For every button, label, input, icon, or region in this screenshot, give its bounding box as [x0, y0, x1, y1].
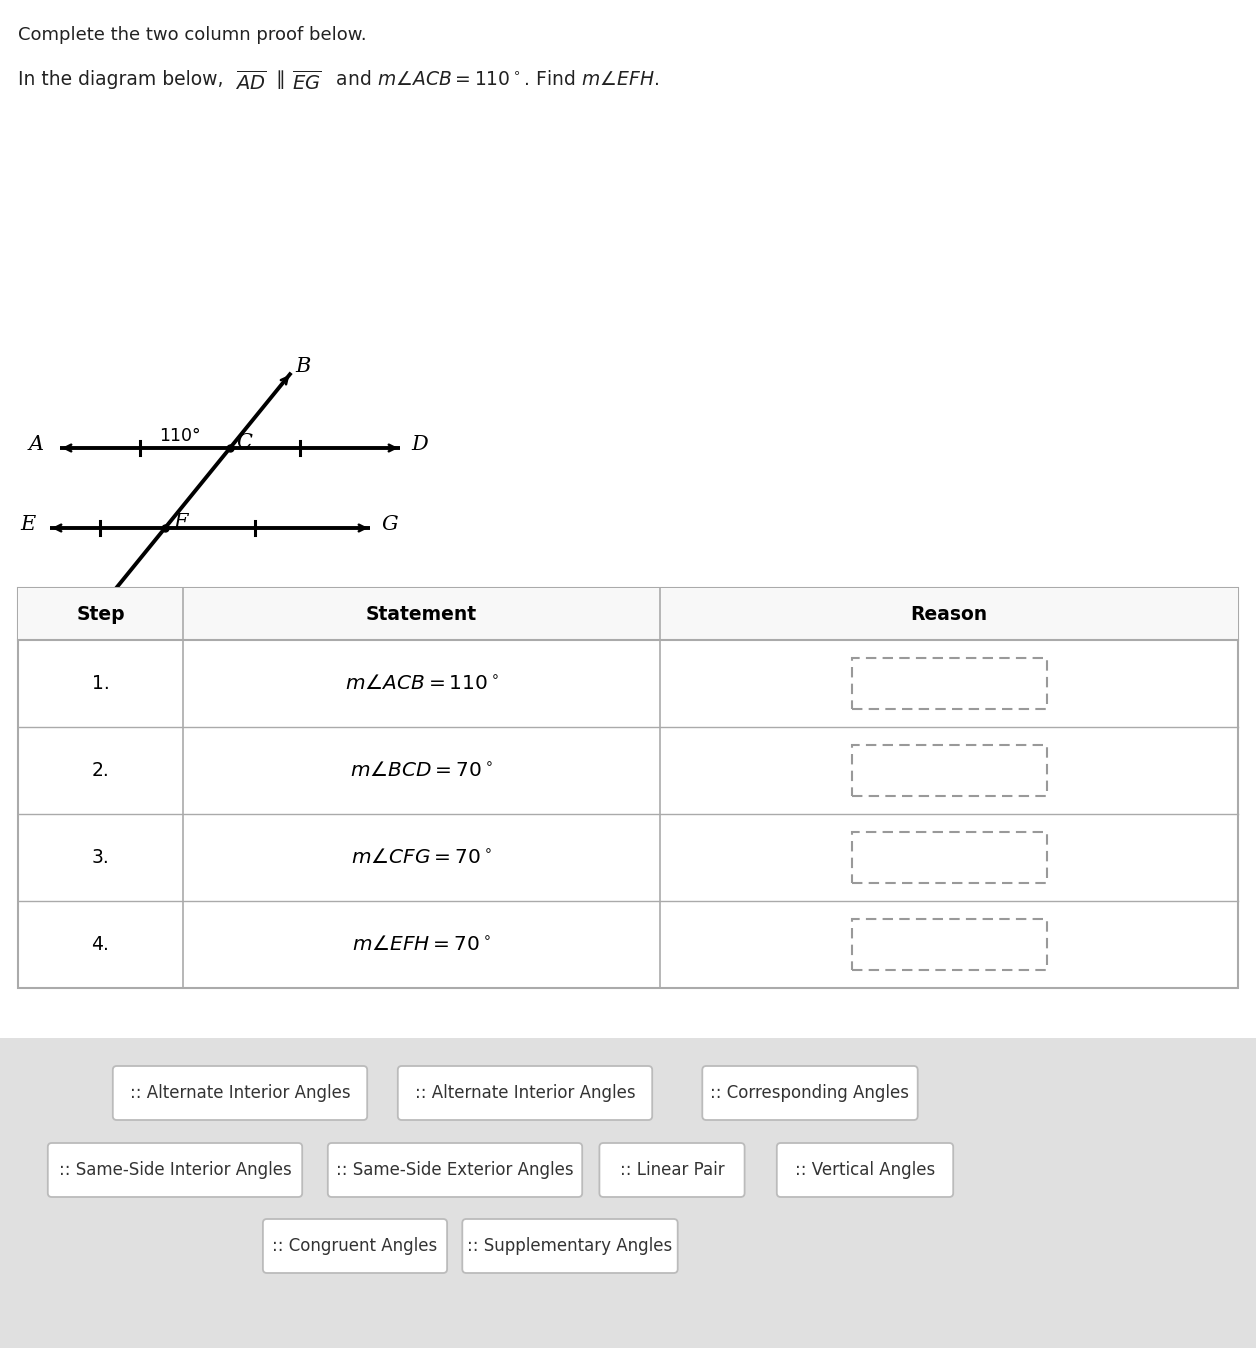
Text: 1.: 1.: [92, 674, 109, 693]
Text: and $m\angle ACB = 110^\circ$. Find $m\angle EFH$.: and $m\angle ACB = 110^\circ$. Find $m\a…: [330, 70, 659, 89]
FancyBboxPatch shape: [398, 1066, 652, 1120]
Text: $m\angle ACB = 110^\circ$: $m\angle ACB = 110^\circ$: [344, 674, 499, 693]
Text: Complete the two column proof below.: Complete the two column proof below.: [18, 26, 367, 44]
FancyBboxPatch shape: [776, 1143, 953, 1197]
Text: Given: Given: [923, 674, 975, 693]
Text: $\overline{AD}$: $\overline{AD}$: [235, 70, 266, 93]
FancyBboxPatch shape: [599, 1143, 745, 1197]
Bar: [0, 1038, 1256, 1348]
Text: 110°: 110°: [160, 427, 201, 445]
Text: :: Alternate Interior Angles: :: Alternate Interior Angles: [129, 1084, 350, 1103]
FancyBboxPatch shape: [48, 1143, 303, 1197]
Text: 4.: 4.: [92, 936, 109, 954]
FancyBboxPatch shape: [852, 832, 1046, 883]
Text: H: H: [83, 621, 100, 640]
Text: Statement: Statement: [365, 604, 477, 624]
FancyBboxPatch shape: [328, 1143, 583, 1197]
Text: D: D: [412, 435, 428, 454]
Bar: [18, 588, 1238, 640]
Text: Step: Step: [77, 604, 124, 624]
Text: :: Vertical Angles: :: Vertical Angles: [795, 1161, 936, 1180]
Text: :: Congruent Angles: :: Congruent Angles: [273, 1237, 437, 1255]
FancyBboxPatch shape: [702, 1066, 918, 1120]
Text: :: Alternate Interior Angles: :: Alternate Interior Angles: [414, 1084, 636, 1103]
FancyBboxPatch shape: [852, 658, 1046, 709]
Text: E: E: [20, 515, 35, 535]
Text: C: C: [236, 433, 252, 452]
Text: 2.: 2.: [92, 762, 109, 780]
Text: :: Corresponding Angles: :: Corresponding Angles: [711, 1084, 909, 1103]
Text: 3.: 3.: [92, 848, 109, 867]
Text: :: Same-Side Exterior Angles: :: Same-Side Exterior Angles: [337, 1161, 574, 1180]
Text: Reason: Reason: [911, 604, 987, 624]
Text: $\overline{EG}$: $\overline{EG}$: [291, 70, 322, 93]
Text: :: Linear Pair: :: Linear Pair: [619, 1161, 725, 1180]
FancyBboxPatch shape: [852, 745, 1046, 795]
FancyBboxPatch shape: [462, 1219, 678, 1273]
Text: In the diagram below,: In the diagram below,: [18, 70, 230, 89]
Text: B: B: [295, 357, 310, 376]
Text: $m\angle BCD = 70^\circ$: $m\angle BCD = 70^\circ$: [350, 762, 492, 780]
Text: :: Supplementary Angles: :: Supplementary Angles: [467, 1237, 673, 1255]
Text: $\parallel$: $\parallel$: [273, 67, 285, 92]
Text: F: F: [173, 512, 188, 531]
Text: G: G: [382, 515, 398, 535]
FancyBboxPatch shape: [263, 1219, 447, 1273]
FancyBboxPatch shape: [113, 1066, 367, 1120]
Text: :: Same-Side Interior Angles: :: Same-Side Interior Angles: [59, 1161, 291, 1180]
Bar: [18, 588, 1238, 988]
FancyBboxPatch shape: [852, 919, 1046, 969]
Text: $m\angle EFH = 70^\circ$: $m\angle EFH = 70^\circ$: [352, 936, 491, 954]
Text: A: A: [29, 435, 44, 454]
Text: $m\angle CFG = 70^\circ$: $m\angle CFG = 70^\circ$: [352, 848, 492, 867]
